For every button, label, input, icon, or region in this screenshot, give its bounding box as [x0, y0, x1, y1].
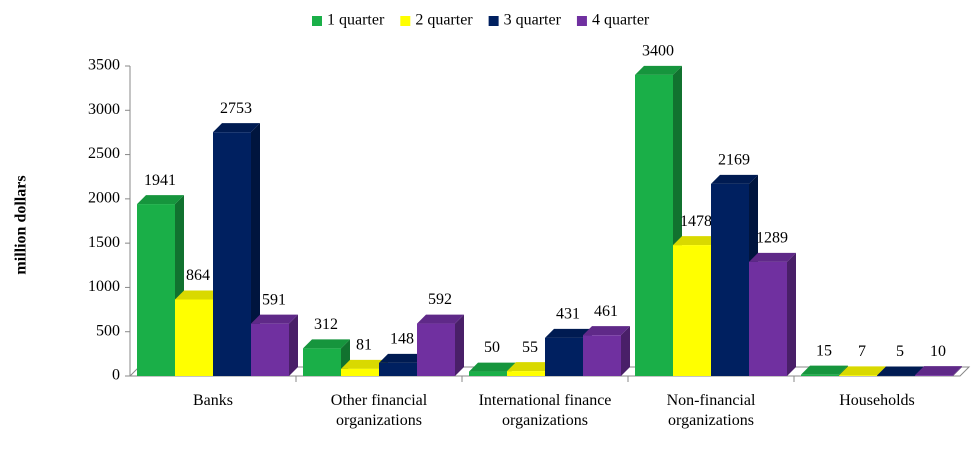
- data-label: 864: [186, 267, 210, 284]
- legend-swatch: [576, 16, 587, 26]
- legend-label: 1 quarter: [327, 12, 385, 29]
- bar: [583, 335, 621, 376]
- data-label: 312: [314, 316, 338, 333]
- data-label: 1478: [680, 213, 712, 230]
- y-tick-label: 1500: [88, 234, 120, 251]
- bar: [749, 261, 787, 376]
- y-tick-label: 0: [112, 367, 120, 384]
- bar-top: [175, 290, 222, 300]
- y-tick-label: 3000: [88, 101, 120, 118]
- bar-top: [303, 339, 350, 349]
- bar-top: [469, 362, 516, 372]
- data-label: 148: [390, 331, 414, 348]
- y-axis-title: million dollars: [13, 175, 30, 274]
- data-label: 2169: [718, 152, 750, 169]
- x-tick-label: Non-financial organizations: [666, 392, 756, 429]
- bar-top: [341, 359, 388, 369]
- bar: [839, 375, 877, 376]
- legend-swatch: [400, 16, 411, 26]
- x-tick-label: Banks: [193, 392, 233, 409]
- bar-top: [801, 365, 848, 375]
- bar-top: [635, 65, 682, 75]
- bar: [469, 371, 507, 376]
- bar-top: [673, 236, 720, 246]
- y-tick-label: 2500: [88, 145, 120, 162]
- y-tick-label: 2000: [88, 190, 120, 207]
- y-tick-label: 3500: [88, 57, 120, 74]
- data-label: 431: [556, 305, 580, 322]
- x-tick-label: International finance organizations: [478, 392, 612, 429]
- legend-label: 4 quarter: [592, 12, 650, 29]
- bar: [213, 132, 251, 376]
- legend-label: 3 quarter: [504, 12, 562, 29]
- data-label: 7: [858, 343, 866, 360]
- y-tick-label: 500: [96, 322, 120, 339]
- data-label: 2753: [220, 100, 252, 117]
- bar-top: [749, 252, 796, 262]
- bar-side: [953, 366, 962, 376]
- bar-top: [711, 174, 758, 184]
- bar: [915, 375, 953, 376]
- data-label: 5: [896, 343, 904, 360]
- bar-side: [455, 314, 464, 376]
- bar-top: [379, 353, 426, 363]
- data-label: 81: [356, 336, 372, 353]
- data-label: 15: [816, 342, 832, 359]
- data-label: 591: [262, 291, 286, 308]
- legend-swatch: [488, 16, 499, 26]
- bar-top: [545, 328, 592, 338]
- bar-top: [915, 366, 962, 376]
- data-label: 50: [484, 339, 500, 356]
- data-label: 461: [594, 303, 618, 320]
- bar-top: [417, 314, 464, 324]
- bar: [417, 323, 455, 376]
- bar: [635, 74, 673, 376]
- bar: [137, 204, 175, 376]
- bar-side: [289, 314, 298, 376]
- bar: [877, 375, 915, 377]
- bar: [711, 183, 749, 376]
- bar: [673, 245, 711, 376]
- bar: [801, 374, 839, 376]
- bar-side: [251, 123, 260, 376]
- bar-top: [213, 123, 260, 133]
- data-label: 592: [428, 291, 452, 308]
- data-label: 1941: [144, 172, 176, 189]
- data-label: 3400: [642, 43, 674, 60]
- bar-top: [137, 195, 184, 205]
- bar: [251, 323, 289, 376]
- bar: [341, 368, 379, 376]
- data-label: 1289: [756, 230, 788, 247]
- legend-label: 2 quarter: [415, 12, 473, 29]
- bar-top: [251, 314, 298, 324]
- x-tick-label: Other financial organizations: [330, 392, 428, 429]
- bar-top: [839, 366, 886, 376]
- bar-top: [877, 366, 924, 376]
- bar: [507, 371, 545, 376]
- bar-side: [621, 326, 630, 376]
- data-label: 10: [930, 343, 946, 360]
- bar: [303, 348, 341, 376]
- data-label: 55: [522, 339, 538, 356]
- x-tick-label: Households: [839, 392, 915, 409]
- bar: [379, 362, 417, 376]
- legend-swatch: [312, 16, 322, 26]
- bar-side: [787, 252, 796, 376]
- y-tick-label: 1000: [88, 278, 120, 295]
- bar-top: [507, 362, 554, 372]
- bar-top: [583, 326, 630, 336]
- bar: [545, 337, 583, 376]
- bar: [175, 299, 213, 376]
